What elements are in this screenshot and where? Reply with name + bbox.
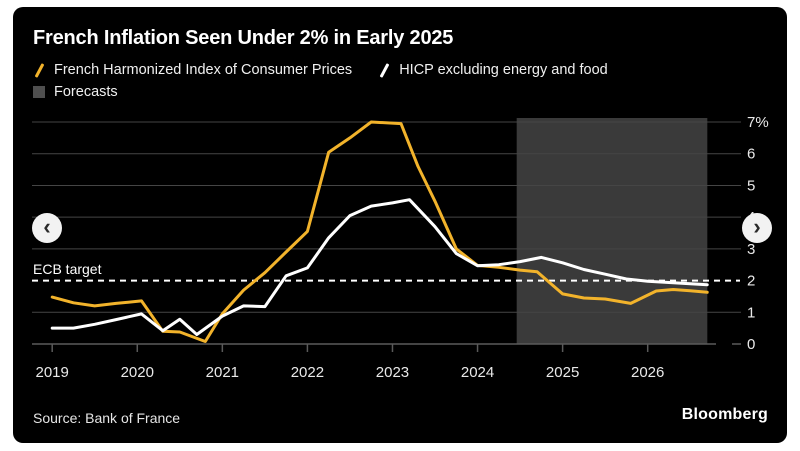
forecast-band	[516, 118, 708, 344]
y-axis-label: 1	[747, 304, 755, 321]
legend-label-core: HICP excluding energy and food	[399, 62, 608, 78]
legend-label-headline: French Harmonized Index of Consumer Pric…	[54, 62, 353, 78]
core-series-line	[50, 198, 709, 336]
prev-chart-button[interactable]: ‹	[32, 213, 62, 243]
bloomberg-logo: Bloomberg	[681, 406, 768, 423]
legend-item-core: HICP excluding energy and food	[378, 62, 608, 78]
headline-series-slash-icon	[33, 63, 46, 78]
x-axis-label: 2019	[36, 364, 69, 381]
y-axis-label: 5	[747, 177, 755, 194]
legend-item-forecast: Forecasts	[33, 84, 118, 100]
legend-row-2: Forecasts	[33, 84, 733, 100]
chevron-left-icon: ‹	[43, 213, 51, 239]
chart-legend: French Harmonized Index of Consumer Pric…	[33, 62, 733, 106]
x-axis-label: 2024	[461, 364, 494, 381]
y-axis-label: 0	[747, 336, 755, 353]
y-axis-label: 7%	[747, 114, 769, 131]
legend-row-1: French Harmonized Index of Consumer Pric…	[33, 62, 733, 78]
legend-item-headline: French Harmonized Index of Consumer Pric…	[33, 62, 352, 78]
y-axis-label: 2	[747, 273, 755, 290]
y-axis-label: 6	[747, 146, 755, 163]
next-chart-button[interactable]: ›	[742, 213, 772, 243]
source-label: Source: Bank of France	[33, 410, 181, 426]
ecb-target-label: ECB target	[33, 261, 102, 277]
x-axis-label: 2026	[631, 364, 664, 381]
legend-label-forecast: Forecasts	[54, 84, 118, 100]
headline-series-line	[50, 120, 709, 343]
x-axis-label: 2025	[546, 364, 579, 381]
chevron-right-icon: ›	[753, 213, 761, 239]
x-axis-label: 2022	[291, 364, 324, 381]
page-title: French Inflation Seen Under 2% in Early …	[33, 27, 454, 49]
x-axis-label: 2023	[376, 364, 409, 381]
forecast-square-icon	[33, 86, 45, 98]
x-axis-label: 2021	[206, 364, 239, 381]
x-axis-label: 2020	[121, 364, 154, 381]
core-series-slash-icon	[378, 63, 391, 78]
y-axis-label: 3	[747, 241, 755, 258]
